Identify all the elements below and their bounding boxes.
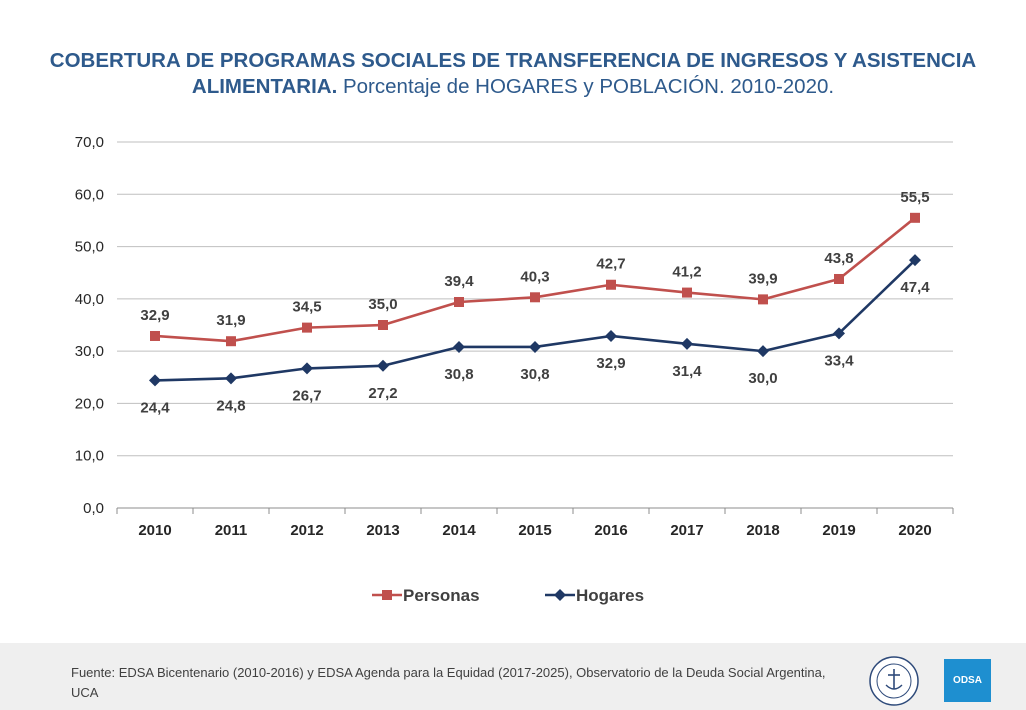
hogares-point [833, 327, 845, 340]
personas-data-label: 31,9 [216, 312, 245, 329]
odsa-logo: ODSA [944, 659, 991, 702]
footer: Fuente: EDSA Bicentenario (2010-2016) y … [0, 643, 1026, 710]
hogares-data-label: 47,4 [900, 279, 930, 296]
hogares-data-label: 24,4 [140, 399, 170, 416]
hogares-data-label: 30,8 [520, 366, 549, 383]
x-tick-label: 2014 [442, 522, 476, 539]
x-tick-label: 2013 [366, 522, 399, 539]
x-tick-label: 2020 [898, 522, 931, 539]
hogares-point [757, 345, 769, 358]
y-tick-label: 10,0 [75, 448, 104, 465]
personas-data-label: 35,0 [368, 296, 397, 313]
y-tick-label: 20,0 [75, 395, 104, 412]
y-tick-label: 0,0 [83, 500, 104, 517]
personas-point [606, 279, 616, 290]
personas-data-label: 55,5 [900, 189, 929, 206]
personas-point [758, 294, 768, 305]
x-tick-label: 2016 [594, 522, 627, 539]
hogares-point [681, 337, 693, 350]
hogares-point [529, 340, 541, 353]
y-tick-label: 70,0 [75, 134, 104, 151]
personas-point [530, 292, 540, 303]
personas-data-label: 43,8 [824, 250, 853, 267]
hogares-point [225, 372, 237, 385]
hogares-point [301, 362, 313, 375]
x-tick-label: 2010 [138, 522, 171, 539]
hogares-data-label: 26,7 [292, 387, 321, 404]
personas-data-label: 41,2 [672, 264, 701, 281]
x-tick-label: 2012 [290, 522, 323, 539]
line-chart: 0,0 10,0 20,0 30,0 40,0 50,0 60,0 70,0 2010 2011 2… [75, 134, 954, 605]
hogares-data-label: 27,2 [368, 385, 397, 402]
legend-personas-marker [382, 590, 392, 600]
legend-hogares-marker [554, 589, 566, 601]
x-tick-label: 2017 [670, 522, 703, 539]
personas-point [378, 320, 388, 330]
x-tick-label: 2019 [822, 522, 855, 539]
personas-point [910, 212, 920, 223]
personas-data-label: 39,4 [444, 273, 474, 290]
y-tick-label: 30,0 [75, 343, 104, 360]
chart-title-subtitle: Porcentaje de HOGARES y POBLACIÓN. 2010-… [342, 75, 835, 98]
personas-point [834, 273, 844, 284]
hogares-point [605, 329, 617, 342]
hogares-data-label: 32,9 [596, 355, 625, 372]
personas-point [302, 322, 312, 333]
personas-point [150, 330, 160, 341]
chart-title: COBERTURA DE PROGRAMAS SOCIALES DE TRANS… [0, 48, 1026, 100]
university-seal-logo [869, 656, 919, 706]
y-tick-label: 60,0 [75, 186, 104, 203]
hogares-point [377, 359, 389, 372]
x-tick-label: 2011 [215, 522, 248, 539]
hogares-data-label: 30,0 [748, 370, 777, 387]
personas-data-label: 40,3 [520, 268, 549, 285]
hogares-data-label: 30,8 [444, 366, 473, 383]
hogares-point [909, 254, 921, 267]
source-note: Fuente: EDSA Bicentenario (2010-2016) y … [71, 665, 826, 700]
personas-point [226, 336, 236, 347]
hogares-point [453, 340, 465, 353]
x-tick-label: 2015 [518, 522, 551, 539]
personas-data-label: 39,9 [748, 270, 777, 287]
personas-data-label: 34,5 [292, 299, 321, 316]
hogares-data-label: 33,4 [824, 352, 854, 369]
personas-point [682, 287, 692, 298]
hogares-data-label: 31,4 [672, 363, 702, 380]
chart-title-bold: COBERTURA DE PROGRAMAS SOCIALES DE TRANS… [49, 49, 977, 98]
personas-data-label: 42,7 [596, 256, 625, 273]
personas-point [454, 296, 464, 307]
hogares-data-label: 24,8 [216, 397, 245, 414]
y-tick-label: 50,0 [75, 239, 104, 256]
legend-hogares-label: Hogares [576, 586, 644, 605]
personas-data-label: 32,9 [140, 307, 169, 324]
legend-personas-label: Personas [403, 586, 480, 605]
x-tick-label: 2018 [746, 522, 779, 539]
y-tick-label: 40,0 [75, 291, 104, 308]
hogares-point [149, 374, 161, 387]
